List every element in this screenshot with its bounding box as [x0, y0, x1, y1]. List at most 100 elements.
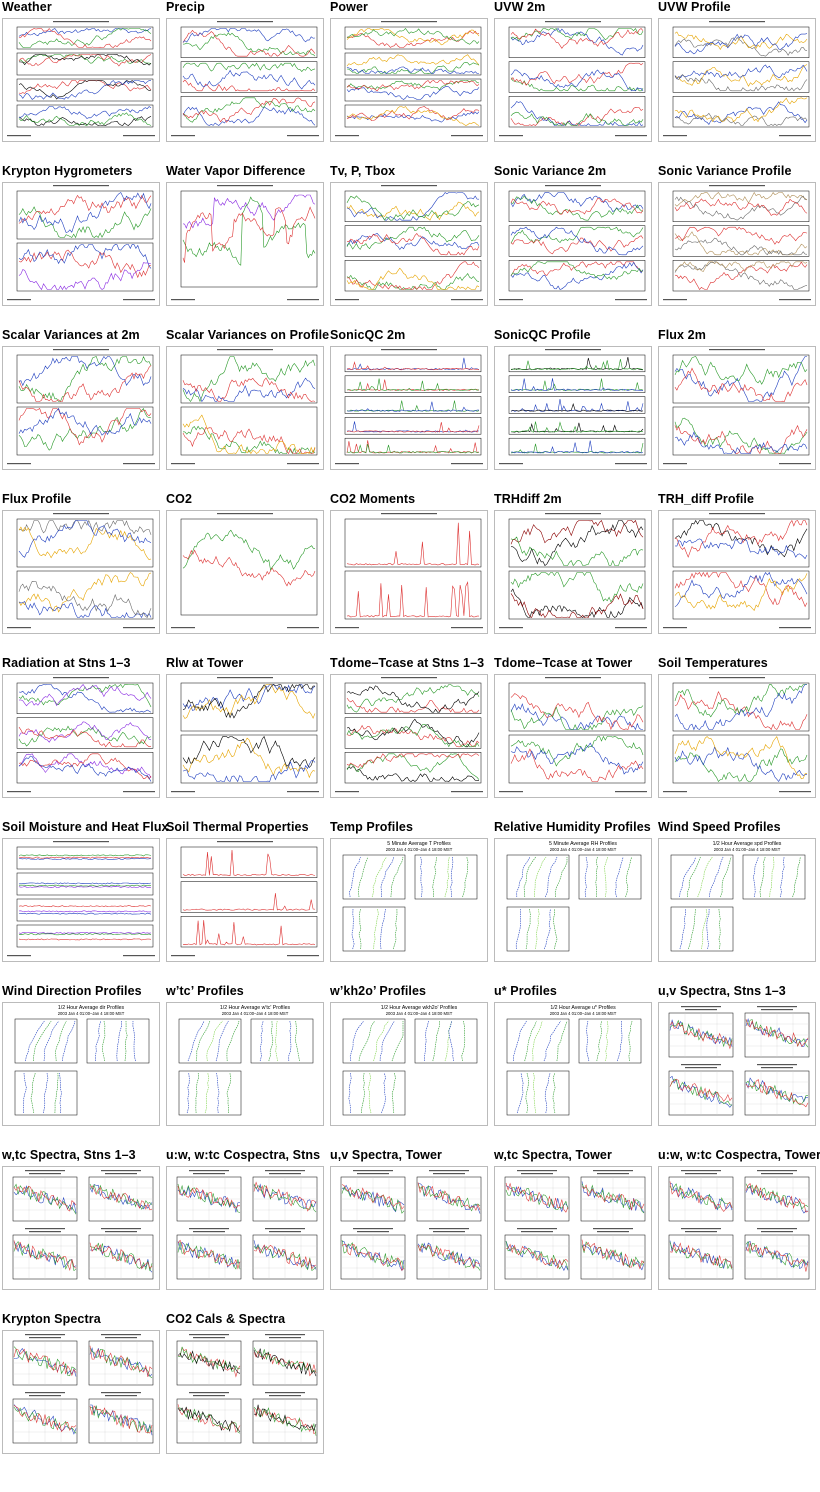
plot-link-4[interactable]: UVW Profile — [656, 0, 816, 160]
plot-title[interactable]: u,v Spectra, Tower — [330, 1148, 443, 1162]
plot-link-17[interactable]: CO2 Moments — [328, 492, 488, 652]
plot-link-9[interactable]: Sonic Variance Profile — [656, 164, 816, 324]
plot-title[interactable]: Wind Direction Profiles — [2, 984, 142, 998]
plot-link-37[interactable]: u,v Spectra, Tower — [328, 1148, 488, 1308]
plot-link-18[interactable]: TRHdiff 2m — [492, 492, 652, 652]
plot-thumbnail[interactable] — [2, 346, 160, 470]
plot-thumbnail[interactable] — [330, 674, 488, 798]
plot-thumbnail[interactable] — [2, 1330, 160, 1454]
plot-title[interactable]: Tdome–Tcase at Tower — [494, 656, 633, 670]
plot-link-20[interactable]: Radiation at Stns 1–3 — [0, 656, 160, 816]
plot-thumbnail[interactable] — [2, 510, 160, 634]
plot-thumbnail[interactable] — [166, 346, 324, 470]
plot-thumbnail[interactable] — [330, 182, 488, 306]
plot-thumbnail[interactable] — [2, 18, 160, 142]
plot-link-33[interactable]: u* Profiles 1/2 Hour Average u* Profiles 2… — [492, 984, 652, 1144]
plot-link-7[interactable]: Tv, P, Tbox — [328, 164, 488, 324]
plot-title[interactable]: SonicQC 2m — [330, 328, 406, 342]
plot-title[interactable]: u:w, w:tc Cospectra, Stns — [166, 1148, 321, 1162]
plot-title[interactable]: Power — [330, 0, 369, 14]
plot-title[interactable]: w,tc Spectra, Tower — [494, 1148, 612, 1162]
plot-title[interactable]: Temp Profiles — [330, 820, 414, 834]
plot-link-2[interactable]: Power — [328, 0, 488, 160]
plot-title[interactable]: w’tc’ Profiles — [166, 984, 244, 998]
plot-title[interactable]: Flux 2m — [658, 328, 706, 342]
plot-thumbnail[interactable]: 5 Minute Average T Profiles 2003 Jan 4 01… — [330, 838, 488, 962]
plot-thumbnail[interactable] — [2, 182, 160, 306]
plot-thumbnail[interactable] — [658, 510, 816, 634]
plot-title[interactable]: Scalar Variances at 2m — [2, 328, 140, 342]
plot-link-31[interactable]: w’tc’ Profiles 1/2 Hour Average w'tc' Pro… — [164, 984, 324, 1144]
plot-link-14[interactable]: Flux 2m — [656, 328, 816, 488]
plot-thumbnail[interactable] — [330, 510, 488, 634]
plot-link-26[interactable]: Soil Thermal Properties — [164, 820, 324, 980]
plot-title[interactable]: u* Profiles — [494, 984, 557, 998]
plot-title[interactable]: Wind Speed Profiles — [658, 820, 781, 834]
plot-title[interactable]: Sonic Variance 2m — [494, 164, 607, 178]
plot-title[interactable]: CO2 Cals & Spectra — [166, 1312, 286, 1326]
plot-thumbnail[interactable] — [330, 1166, 488, 1290]
plot-link-29[interactable]: Wind Speed Profiles 1/2 Hour Average spd … — [656, 820, 816, 980]
plot-title[interactable]: Soil Moisture and Heat Flux — [2, 820, 169, 834]
plot-title[interactable]: CO2 — [166, 492, 193, 506]
plot-thumbnail[interactable] — [494, 346, 652, 470]
plot-link-3[interactable]: UVW 2m — [492, 0, 652, 160]
plot-thumbnail[interactable] — [2, 674, 160, 798]
plot-link-6[interactable]: Water Vapor Difference — [164, 164, 324, 324]
plot-link-23[interactable]: Tdome–Tcase at Tower — [492, 656, 652, 816]
plot-title[interactable]: CO2 Moments — [330, 492, 416, 506]
plot-title[interactable]: Water Vapor Difference — [166, 164, 306, 178]
plot-thumbnail[interactable]: 1/2 Hour Average w'tc' Profiles 2003 Jan … — [166, 1002, 324, 1126]
plot-thumbnail[interactable] — [166, 674, 324, 798]
plot-thumbnail[interactable]: 1/2 Hour Average dir Profiles 2003 Jan 4 … — [2, 1002, 160, 1126]
plot-title[interactable]: SonicQC Profile — [494, 328, 591, 342]
plot-link-41[interactable]: CO2 Cals & Spectra — [164, 1312, 324, 1472]
plot-link-0[interactable]: Weather — [0, 0, 160, 160]
plot-thumbnail[interactable] — [658, 1166, 816, 1290]
plot-link-10[interactable]: Scalar Variances at 2m — [0, 328, 160, 488]
plot-link-13[interactable]: SonicQC Profile — [492, 328, 652, 488]
plot-link-25[interactable]: Soil Moisture and Heat Flux — [0, 820, 169, 980]
plot-thumbnail[interactable] — [2, 838, 160, 962]
plot-thumbnail[interactable]: 1/2 Hour Average wkh2o' Profiles 2003 Jan… — [330, 1002, 488, 1126]
plot-link-16[interactable]: CO2 — [164, 492, 324, 652]
plot-thumbnail[interactable] — [166, 1330, 324, 1454]
plot-title[interactable]: w,tc Spectra, Stns 1–3 — [2, 1148, 136, 1162]
plot-title[interactable]: TRH_diff Profile — [658, 492, 755, 506]
plot-link-15[interactable]: Flux Profile — [0, 492, 160, 652]
plot-title[interactable]: u,v Spectra, Stns 1–3 — [658, 984, 786, 998]
plot-title[interactable]: UVW 2m — [494, 0, 546, 14]
plot-link-35[interactable]: w,tc Spectra, Stns 1–3 — [0, 1148, 160, 1308]
plot-title[interactable]: Rlw at Tower — [166, 656, 244, 670]
plot-link-27[interactable]: Temp Profiles 5 Minute Average T Profiles… — [328, 820, 488, 980]
plot-title[interactable]: Precip — [166, 0, 205, 14]
plot-thumbnail[interactable] — [166, 1166, 324, 1290]
plot-title[interactable]: w’kh2o’ Profiles — [330, 984, 427, 998]
plot-thumbnail[interactable] — [658, 674, 816, 798]
plot-thumbnail[interactable] — [494, 1166, 652, 1290]
plot-link-40[interactable]: Krypton Spectra — [0, 1312, 160, 1472]
plot-thumbnail[interactable] — [658, 182, 816, 306]
plot-thumbnail[interactable] — [166, 182, 324, 306]
plot-title[interactable]: Krypton Hygrometers — [2, 164, 133, 178]
plot-thumbnail[interactable]: 1/2 Hour Average spd Profiles 2003 Jan 4 … — [658, 838, 816, 962]
plot-link-24[interactable]: Soil Temperatures — [656, 656, 816, 816]
plot-link-30[interactable]: Wind Direction Profiles 1/2 Hour Average … — [0, 984, 160, 1144]
plot-thumbnail[interactable] — [494, 18, 652, 142]
plot-title[interactable]: Soil Temperatures — [658, 656, 768, 670]
plot-thumbnail[interactable] — [166, 18, 324, 142]
plot-title[interactable]: Sonic Variance Profile — [658, 164, 792, 178]
plot-title[interactable]: Soil Thermal Properties — [166, 820, 309, 834]
plot-link-11[interactable]: Scalar Variances on Profile — [164, 328, 329, 488]
plot-thumbnail[interactable] — [166, 838, 324, 962]
plot-title[interactable]: Radiation at Stns 1–3 — [2, 656, 131, 670]
plot-thumbnail[interactable] — [2, 1166, 160, 1290]
plot-title[interactable]: Weather — [2, 0, 52, 14]
plot-link-38[interactable]: w,tc Spectra, Tower — [492, 1148, 652, 1308]
plot-link-34[interactable]: u,v Spectra, Stns 1–3 — [656, 984, 816, 1144]
plot-title[interactable]: Relative Humidity Profiles — [494, 820, 651, 834]
plot-thumbnail[interactable]: 5 Minute Average RH Profiles 2003 Jan 4 0… — [494, 838, 652, 962]
plot-link-28[interactable]: Relative Humidity Profiles 5 Minute Avera… — [492, 820, 652, 980]
plot-title[interactable]: Krypton Spectra — [2, 1312, 101, 1326]
plot-thumbnail[interactable] — [658, 18, 816, 142]
